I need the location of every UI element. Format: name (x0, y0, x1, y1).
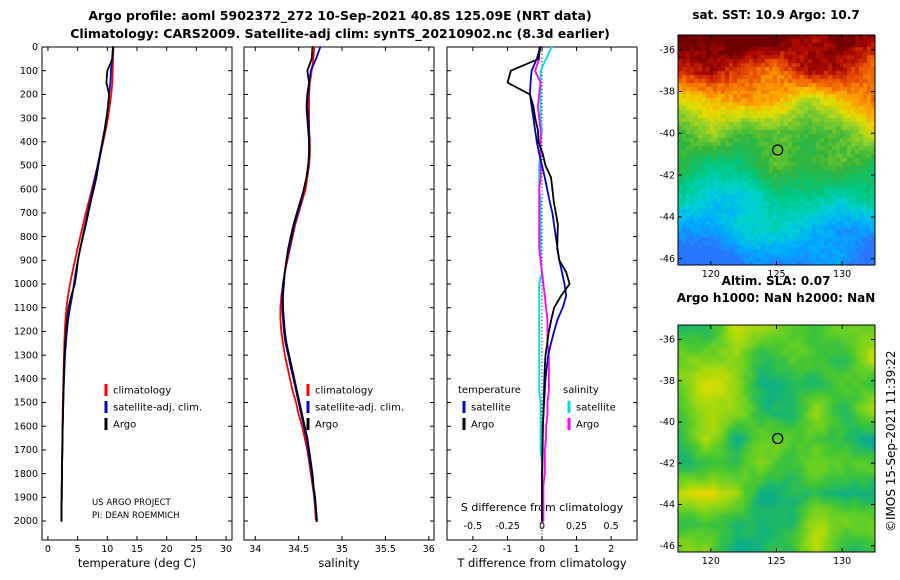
svg-text:0.5: 0.5 (604, 521, 619, 532)
svg-text:25: 25 (190, 544, 202, 555)
svg-text:0: 0 (539, 521, 545, 532)
svg-text:200: 200 (20, 90, 38, 101)
svg-text:-0.25: -0.25 (495, 521, 520, 532)
svg-text:700: 700 (20, 208, 38, 219)
svg-text:salinity: salinity (563, 385, 599, 396)
series-temperature-satellite (529, 46, 568, 522)
svg-text:130: 130 (833, 556, 851, 567)
svg-text:satellite: satellite (576, 403, 616, 414)
series-salinity-satellite (538, 46, 553, 522)
svg-text:satellite-adj. clim.: satellite-adj. clim. (113, 403, 202, 414)
svg-text:-40: -40 (659, 128, 675, 139)
svg-text:34.5: 34.5 (288, 544, 309, 555)
svg-text:1500: 1500 (14, 398, 38, 409)
svg-text:-0.5: -0.5 (464, 521, 483, 532)
svg-text:0: 0 (45, 544, 51, 555)
svg-text:Argo: Argo (113, 420, 136, 431)
svg-text:800: 800 (20, 232, 38, 243)
svg-text:1000: 1000 (14, 279, 38, 290)
svg-text:5: 5 (75, 544, 81, 555)
svg-text:-44: -44 (659, 212, 675, 223)
svg-text:120: 120 (702, 556, 720, 567)
svg-text:temperature: temperature (458, 385, 521, 396)
svg-text:Argo: Argo (576, 420, 599, 431)
svg-text:Argo: Argo (315, 420, 338, 431)
svg-text:-42: -42 (659, 170, 675, 181)
svg-text:34: 34 (249, 544, 261, 555)
svg-text:-46: -46 (659, 541, 675, 552)
svg-text:2: 2 (608, 544, 614, 555)
project-annotation: US ARGO PROJECT (92, 498, 171, 508)
svg-text:climatology: climatology (113, 386, 171, 397)
pi-annotation: PI: DEAN ROEMMICH (92, 511, 180, 521)
svg-text:0: 0 (539, 544, 545, 555)
svg-text:-40: -40 (659, 417, 675, 428)
svg-text:1300: 1300 (14, 350, 38, 361)
svg-text:35.5: 35.5 (375, 544, 396, 555)
svg-text:satellite: satellite (471, 403, 511, 414)
series-climatology (60, 46, 115, 522)
svg-text:1200: 1200 (14, 327, 38, 338)
svg-text:-38: -38 (659, 376, 675, 387)
sla-map-heatmap (678, 325, 875, 552)
svg-text:1800: 1800 (14, 469, 38, 480)
svg-text:1: 1 (574, 544, 580, 555)
svg-text:10: 10 (101, 544, 113, 555)
svg-text:0: 0 (32, 42, 38, 53)
svg-text:500: 500 (20, 161, 38, 172)
svg-text:30: 30 (220, 544, 232, 555)
sla-map-title: Altim. SLA: 0.07 (721, 274, 831, 288)
t-difference-axis-label: T difference from climatology (457, 556, 627, 570)
svg-text:-42: -42 (659, 458, 675, 469)
series-satellite-adj-clim- (60, 46, 114, 522)
sst-map-title: sat. SST: 10.9 Argo: 10.7 (692, 8, 860, 22)
chart-temperature-profile: 0100200300400500600700800900100011001200… (14, 42, 233, 555)
figure-title-line2: Climatology: CARS2009. Satellite-adj cli… (70, 26, 610, 41)
temperature-axis-label: temperature (deg C) (77, 556, 197, 570)
svg-text:125: 125 (767, 556, 785, 567)
svg-text:1400: 1400 (14, 374, 38, 385)
svg-text:-38: -38 (659, 87, 675, 98)
svg-text:satellite-adj. clim.: satellite-adj. clim. (315, 403, 404, 414)
svg-text:Argo: Argo (471, 420, 494, 431)
svg-text:1600: 1600 (14, 421, 38, 432)
s-difference-axis-label: S difference from climatology (460, 501, 624, 514)
sst-map-heatmap (678, 35, 875, 265)
svg-text:900: 900 (20, 256, 38, 267)
svg-text:300: 300 (20, 113, 38, 124)
svg-text:100: 100 (20, 66, 38, 77)
sla-map-subtitle: Argo h1000: NaN h2000: NaN (676, 291, 876, 305)
chart-salinity-profile: 34 34.5 35 35.5 36 climatology satellite-adj. … (243, 46, 435, 555)
svg-text:20: 20 (161, 544, 173, 555)
series-satellite-adj-clim- (281, 46, 322, 522)
series-climatology (279, 46, 317, 522)
svg-text:1900: 1900 (14, 493, 38, 504)
series-salinity-argo (534, 46, 550, 522)
svg-text:15: 15 (131, 544, 143, 555)
series-argo (282, 46, 318, 522)
svg-text:-1: -1 (503, 544, 512, 555)
svg-text:-46: -46 (659, 254, 675, 265)
svg-text:climatology: climatology (315, 386, 373, 397)
salinity-axis-label: salinity (318, 556, 360, 570)
series-argo (60, 46, 114, 522)
svg-text:1100: 1100 (14, 303, 38, 314)
svg-text:1700: 1700 (14, 445, 38, 456)
svg-text:-36: -36 (659, 335, 675, 346)
svg-text:35: 35 (336, 544, 348, 555)
svg-text:-36: -36 (659, 45, 675, 56)
series-temperature-argo (506, 46, 571, 522)
svg-text:0.25: 0.25 (566, 521, 587, 532)
svg-text:-44: -44 (659, 500, 675, 511)
svg-text:600: 600 (20, 184, 38, 195)
svg-text:2000: 2000 (14, 516, 38, 527)
svg-text:400: 400 (20, 137, 38, 148)
copyright-watermark: ©IMOS 15-Sep-2021 11:39:22 (884, 350, 898, 532)
figure-title-line1: Argo profile: aoml 5902372_272 10-Sep-20… (88, 8, 592, 23)
svg-text:36: 36 (423, 544, 435, 555)
chart-difference-profile: -2 -1 0 1 2 -0.5 -0.25 0 0.25 0.5 temperature satel… (446, 46, 638, 555)
svg-text:-2: -2 (468, 544, 477, 555)
